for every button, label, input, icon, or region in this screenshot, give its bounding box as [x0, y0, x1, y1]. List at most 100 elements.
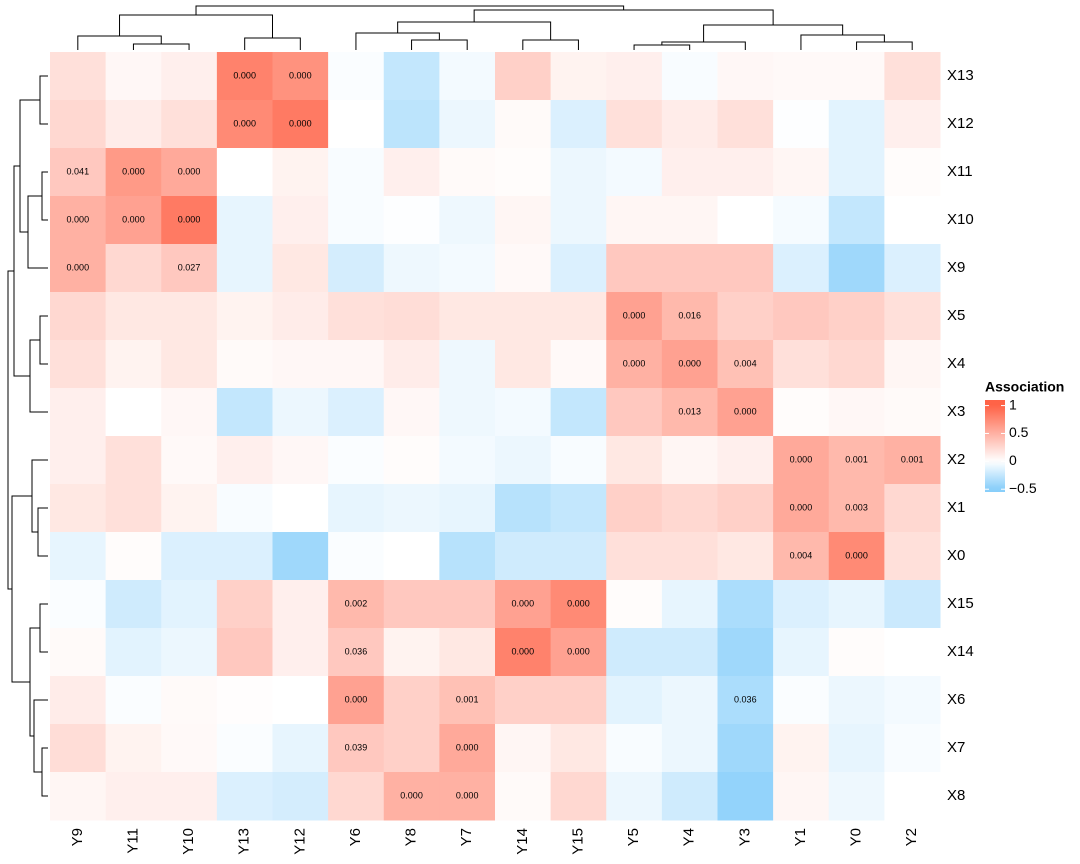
row-label: X12: [947, 115, 974, 132]
heatmap-cell: [105, 580, 162, 629]
cell-label: 0.016: [678, 310, 701, 320]
heatmap-cell: [50, 340, 107, 389]
heatmap-cell: [550, 532, 607, 581]
heatmap-cell: [216, 244, 273, 293]
heatmap-cell: [105, 292, 162, 341]
colorbar-tick-label: 1: [1009, 396, 1017, 412]
dendrograms: [7, 5, 913, 797]
heatmap-cell: [606, 532, 663, 581]
dendrogram-branch: [244, 37, 301, 50]
heatmap-cell: [161, 196, 218, 245]
heatmap-cell: [328, 628, 385, 677]
heatmap-cell: [272, 100, 329, 149]
heatmap-cell: [328, 484, 385, 533]
heatmap-cell: [50, 484, 107, 533]
dendrogram-branch: [473, 9, 774, 25]
heatmap-cell: [216, 340, 273, 389]
heatmap-cell: [773, 772, 830, 821]
heatmap-cell: [161, 148, 218, 197]
column-label: Y10: [180, 828, 197, 855]
heatmap-cell: [161, 724, 218, 773]
heatmap-cell: [550, 148, 607, 197]
cell-label: 0.000: [67, 262, 90, 272]
heatmap-cell: [884, 772, 941, 821]
column-label: Y14: [514, 828, 531, 855]
dendrogram-branch: [119, 14, 273, 38]
heatmap-cell: [105, 100, 162, 149]
column-label: Y7: [458, 828, 475, 846]
heatmap-cell: [216, 676, 273, 725]
cell-label: 0.000: [67, 214, 90, 224]
heatmap-cell: [161, 676, 218, 725]
dendrogram-branch: [661, 41, 746, 50]
heatmap-cell: [661, 292, 718, 341]
cell-label: 0.000: [289, 70, 312, 80]
row-label: X10: [947, 211, 974, 228]
cell-label: 0.036: [345, 646, 368, 656]
heatmap-cell: [383, 580, 440, 629]
cell-label: 0.039: [345, 742, 368, 752]
heatmap-cell: [383, 292, 440, 341]
cell-label: 0.003: [845, 502, 868, 512]
row-label: X2: [947, 451, 965, 468]
heatmap-cell: [661, 52, 718, 101]
row-label: X1: [947, 499, 965, 516]
heatmap-cell: [216, 628, 273, 677]
column-label: Y15: [569, 828, 586, 855]
row-label: X4: [947, 355, 965, 372]
heatmap-cell: [50, 196, 107, 245]
heatmap-cell: [439, 388, 496, 437]
cell-label: 0.000: [845, 550, 868, 560]
heatmap-cell: [50, 628, 107, 677]
heatmap-cell: [105, 148, 162, 197]
heatmap-cell: [439, 532, 496, 581]
heatmap-cell: [495, 628, 552, 677]
heatmap-cell: [606, 148, 663, 197]
heatmap-cell: [328, 340, 385, 389]
heatmap-cell: [383, 244, 440, 293]
row-label: X5: [947, 307, 965, 324]
heatmap-cell: [884, 628, 941, 677]
heatmap-cell: [161, 244, 218, 293]
heatmap-cell: [439, 100, 496, 149]
column-label: Y12: [291, 828, 308, 855]
column-label: Y0: [848, 828, 865, 846]
dendrogram-branch: [7, 270, 14, 590]
heatmap-cell: [383, 484, 440, 533]
heatmap-cell: [272, 628, 329, 677]
heatmap-cell: [884, 580, 941, 629]
heatmap-cell: [105, 676, 162, 725]
heatmap-cell: [439, 772, 496, 821]
heatmap-cell: [828, 724, 885, 773]
heatmap-cell: [550, 52, 607, 101]
heatmap-cell: [272, 484, 329, 533]
heatmap-cell: [272, 388, 329, 437]
heatmap-cell: [383, 52, 440, 101]
heatmap-cell: [550, 196, 607, 245]
heatmap-cell: [884, 196, 941, 245]
heatmap-cell: [606, 196, 663, 245]
row-label: X14: [947, 643, 974, 660]
heatmap-cell: [161, 292, 218, 341]
row-label: X11: [947, 163, 973, 180]
cell-label: 0.000: [678, 358, 701, 368]
dendrogram-branch: [29, 339, 48, 413]
cell-label: 0.000: [734, 406, 757, 416]
heatmap-cell: [661, 436, 718, 485]
heatmap-cell: [495, 772, 552, 821]
heatmap-cell: [828, 244, 885, 293]
heatmap-cell: [383, 436, 440, 485]
heatmap-cell: [439, 244, 496, 293]
heatmap-cell: [661, 340, 718, 389]
heatmap-cell: [717, 292, 774, 341]
heatmap-cell: [216, 196, 273, 245]
heatmap-cell: [161, 52, 218, 101]
heatmap-cell: [717, 340, 774, 389]
heatmap-cell: [216, 436, 273, 485]
heatmap-cell: [105, 52, 162, 101]
heatmap-cell: [272, 676, 329, 725]
cell-label: 0.001: [456, 694, 479, 704]
heatmap-cell: [828, 196, 885, 245]
column-label: Y8: [403, 828, 420, 846]
heatmap-cell: [661, 100, 718, 149]
